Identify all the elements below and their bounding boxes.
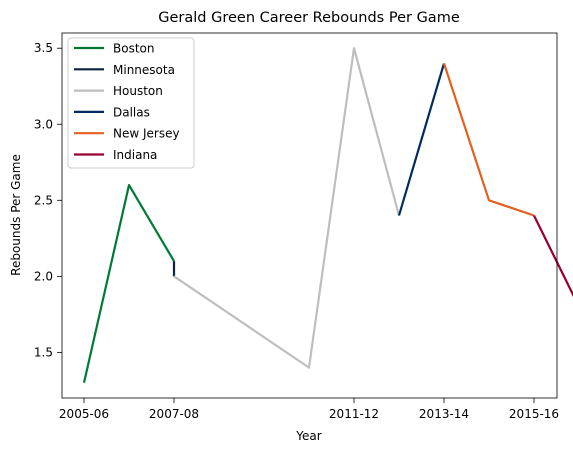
- plot-lines: [82, 47, 573, 384]
- x-axis-label: Year: [295, 429, 321, 443]
- y-tick-label-3: 3.0: [34, 117, 53, 131]
- y-tick-label-2: 2.5: [34, 193, 53, 207]
- legend-label-1: Minnesota: [113, 63, 175, 77]
- legend-label-2: Houston: [113, 84, 163, 98]
- y-tick-label-1: 2.0: [34, 269, 53, 283]
- x-tick-label-0: 2005-06: [59, 407, 109, 421]
- series-line-2: [173, 47, 401, 369]
- y-tick-label-4: 3.5: [34, 41, 53, 55]
- x-tick-label-4: 2015-16: [509, 407, 559, 421]
- x-tick-label-1: 2007-08: [149, 407, 199, 421]
- legend-label-5: Indiana: [113, 148, 157, 162]
- legend-box: [67, 37, 195, 169]
- y-axis-label: Rebounds Per Game: [9, 154, 23, 276]
- x-tick-label-3: 2013-14: [419, 407, 469, 421]
- series-line-0: [82, 184, 175, 384]
- y-tick-label-0: 1.5: [34, 345, 53, 359]
- legend-label-3: Dallas: [113, 105, 150, 119]
- y-axis: 1.5 2.0 2.5 3.0 3.5: [34, 41, 62, 359]
- series-line-3: [397, 63, 446, 216]
- legend: Boston Minnesota Houston Dallas New Jersey In…: [67, 37, 195, 169]
- x-tick-label-2: 2011-12: [329, 407, 379, 421]
- legend-label-0: Boston: [113, 42, 154, 56]
- chart-title: Gerald Green Career Rebounds Per Game: [158, 10, 460, 26]
- legend-label-4: New Jersey: [113, 127, 180, 141]
- series-line-5: [533, 215, 573, 298]
- x-axis: 2005-062007-082011-122013-142015-162017-…: [59, 398, 559, 421]
- plot-frame: [61, 32, 558, 399]
- series-line-4: [442, 63, 535, 217]
